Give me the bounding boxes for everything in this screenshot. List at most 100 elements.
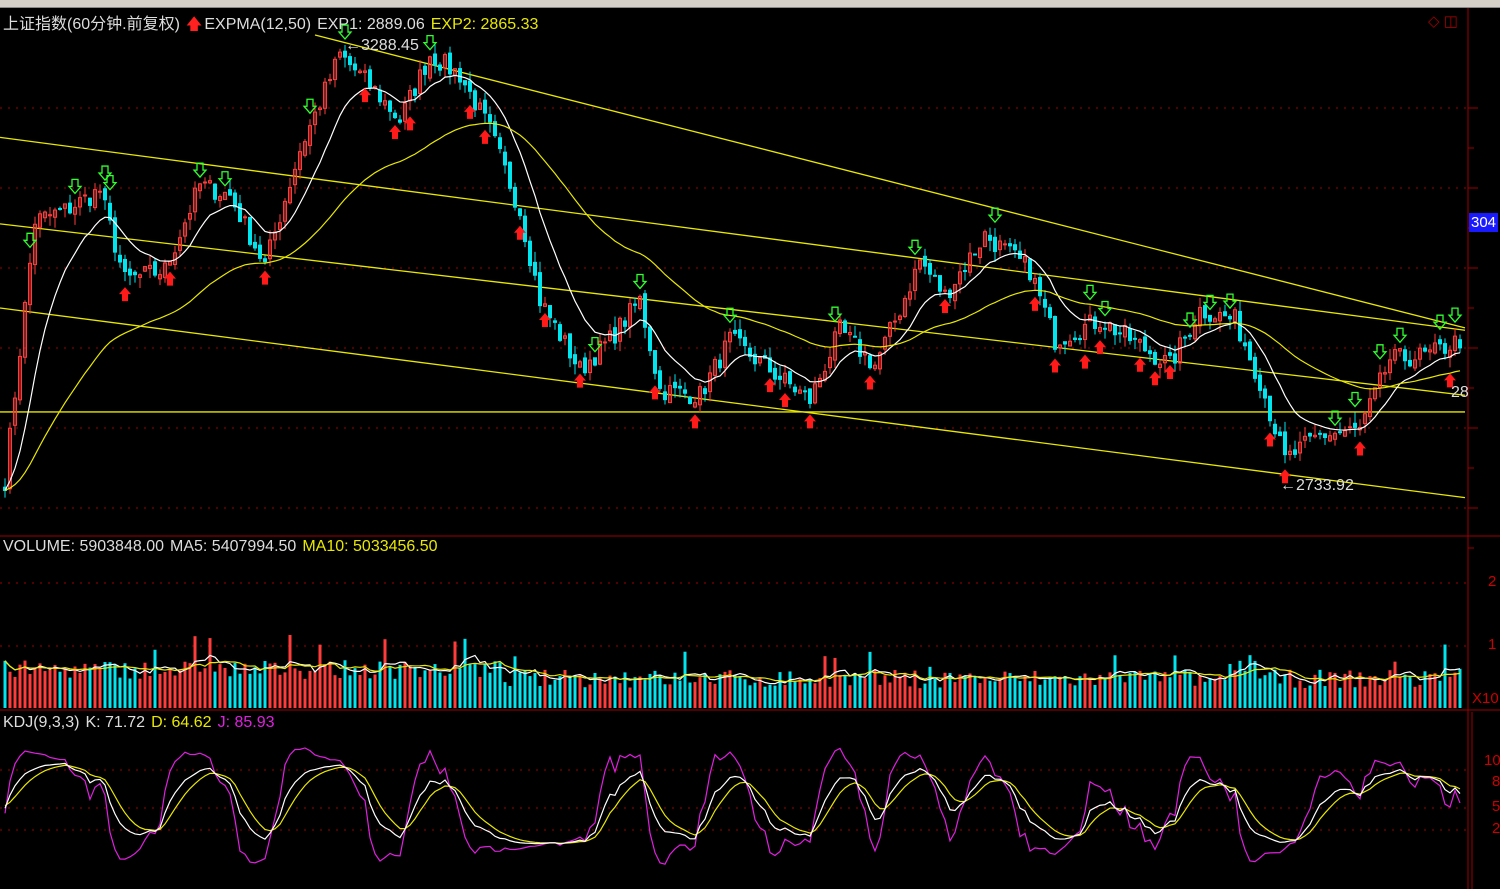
volume-bar <box>533 673 537 708</box>
volume-bar <box>728 670 732 708</box>
volume-bar <box>1343 673 1347 708</box>
kdj-k-line <box>4 762 1461 845</box>
volume-bar <box>618 683 622 708</box>
candle-body <box>673 381 677 389</box>
volume-bar <box>893 670 897 708</box>
candle-body <box>288 186 292 204</box>
volume-bar <box>1423 671 1427 708</box>
candle-body <box>88 197 92 206</box>
candle-body <box>98 190 102 193</box>
candle-body <box>53 209 57 218</box>
candle-body <box>1268 395 1272 422</box>
volume-bar <box>1383 680 1387 708</box>
volume-bar <box>183 661 187 708</box>
volume-ma5-line <box>4 654 1461 685</box>
buy-arrow-icon <box>1094 340 1106 355</box>
volume-bar <box>718 674 722 708</box>
candle-body <box>223 191 227 201</box>
candle-body <box>973 253 977 256</box>
volume-bar <box>323 664 327 708</box>
sell-arrow-icon <box>1222 293 1238 310</box>
low-annotation: ←2733.92 <box>1280 477 1354 494</box>
candle-body <box>1153 351 1157 365</box>
panel-toggle-icons[interactable]: ◇ ◫ <box>1428 13 1458 30</box>
volume-tick-2: 2 <box>1488 573 1497 590</box>
volume-bar <box>83 663 87 708</box>
candle-body <box>1128 328 1132 342</box>
candle-body <box>873 364 877 370</box>
volume-bar <box>1448 676 1452 708</box>
candle-body <box>1333 432 1337 440</box>
candle-body <box>1433 342 1437 354</box>
candle-body <box>698 386 702 406</box>
candle-body <box>298 151 302 171</box>
candle-body <box>548 305 552 319</box>
volume-bar <box>703 673 707 708</box>
buy-arrow-icon <box>164 271 176 286</box>
candle-body <box>503 151 507 166</box>
volume-bar <box>163 672 167 708</box>
volume-bar <box>1403 674 1407 708</box>
candle-body <box>533 261 537 276</box>
candle-body <box>798 389 802 394</box>
volume-bar <box>698 677 702 708</box>
volume-bar <box>808 679 812 708</box>
buy-arrow-icon <box>1279 469 1291 484</box>
volume-bar <box>1243 670 1247 708</box>
candle-body <box>868 355 872 369</box>
candle-body <box>523 215 527 243</box>
volume-bar <box>598 677 602 708</box>
volume-bar <box>1093 684 1097 708</box>
volume-bar <box>78 672 82 708</box>
volume-bar <box>553 679 557 708</box>
buy-arrow-icon <box>479 129 491 144</box>
candle-body <box>573 354 577 365</box>
volume-bar <box>768 684 772 708</box>
volume-bar <box>1013 676 1017 708</box>
candle-body <box>1298 441 1302 454</box>
volume-bar <box>328 661 332 708</box>
volume-bar <box>293 668 297 708</box>
candle-body <box>898 315 902 321</box>
volume-bar <box>1018 681 1022 708</box>
volume-bar <box>1233 670 1237 708</box>
candle-body <box>1093 316 1097 329</box>
candle-body <box>1163 354 1167 364</box>
candle-body <box>1033 277 1037 284</box>
candle-body <box>233 192 237 208</box>
candle-body <box>58 207 62 210</box>
volume-bar <box>1173 655 1177 708</box>
volume-bar <box>1368 676 1372 708</box>
volume-bar <box>1273 669 1277 708</box>
candle-body <box>398 119 402 123</box>
candle-body <box>1443 343 1447 354</box>
buy-arrow-icon <box>779 392 791 407</box>
candle-body <box>1213 318 1217 323</box>
volume-bar <box>1288 669 1292 708</box>
candle-body <box>933 274 937 277</box>
candle-body <box>48 214 52 217</box>
candle-body <box>778 375 782 380</box>
volume-bar <box>983 677 987 708</box>
volume-bar <box>243 663 247 708</box>
kdj-tick-50: 5 <box>1492 798 1500 815</box>
candle-body <box>1278 431 1282 437</box>
volume-bar <box>1393 661 1397 708</box>
volume-bar <box>798 679 802 708</box>
candle-body <box>448 52 452 75</box>
sell-arrow-icon <box>1392 327 1408 344</box>
volume-bar <box>88 667 92 708</box>
volume-bar <box>578 675 582 708</box>
candle-body <box>808 388 812 404</box>
volume-bar <box>1258 678 1262 708</box>
volume-bar <box>1123 682 1127 708</box>
volume-bar <box>388 666 392 708</box>
volume-bar <box>208 638 212 708</box>
candle-body <box>588 359 592 374</box>
buy-arrow-icon <box>1029 296 1041 311</box>
candle-body <box>393 112 397 119</box>
volume-bar <box>658 674 662 708</box>
chart-title: 上证指数(60分钟.前复权) <box>3 16 180 33</box>
volume-bar <box>118 677 122 708</box>
